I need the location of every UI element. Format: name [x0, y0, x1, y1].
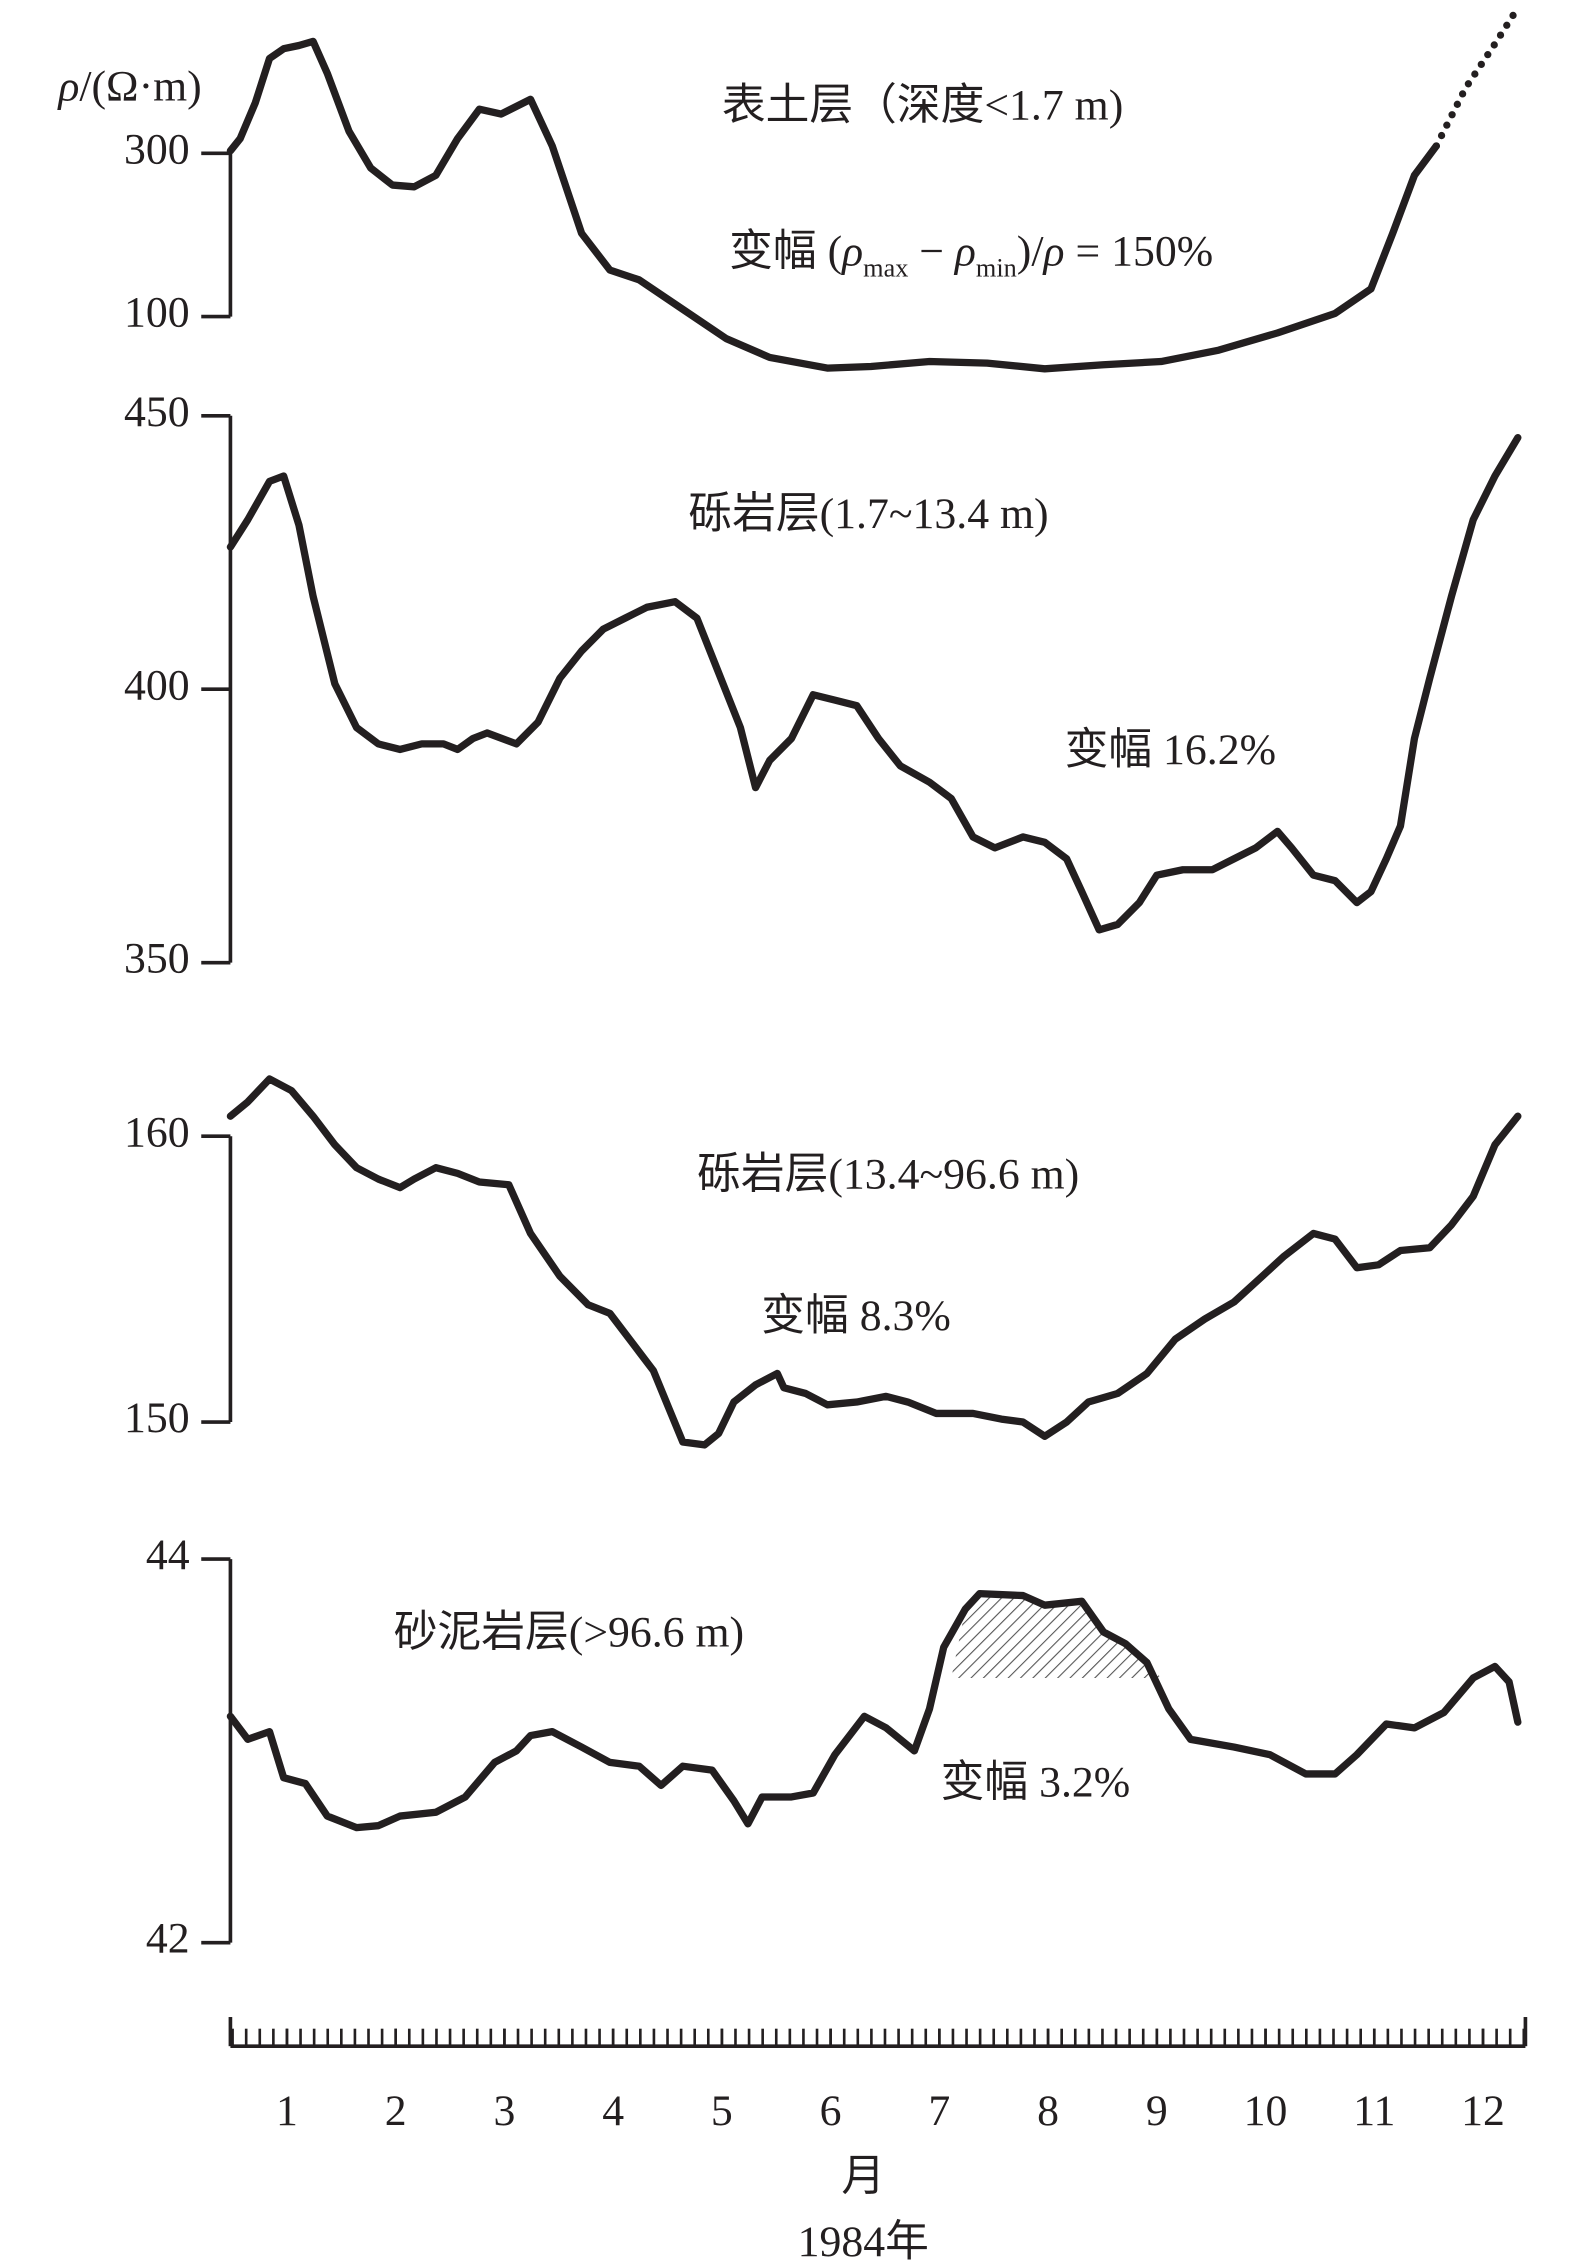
- line: [226, 434, 1522, 934]
- annotation: 砂泥岩层(>96.6 m): [394, 1608, 744, 1656]
- text-part: 表土层（深度<1.7 m): [722, 82, 1123, 130]
- x-tick-label: 9: [1146, 2087, 1168, 2135]
- x-tick-label: 10: [1244, 2087, 1288, 2135]
- annotation: 变幅 (ρmax − ρmin)/ρ = 150%: [729, 227, 1213, 281]
- text-part: max: [863, 253, 908, 282]
- text-part: ρ: [840, 227, 863, 275]
- y-tick-label: 400: [124, 661, 190, 709]
- shaded-region: [951, 1593, 1162, 1679]
- text-part: = 150%: [1065, 227, 1214, 275]
- x-tick-label: 11: [1353, 2087, 1395, 2135]
- annotation: 变幅 16.2%: [1065, 726, 1276, 774]
- annotation: 砾岩层(13.4~96.6 m): [697, 1151, 1079, 1199]
- x-tick-label: 3: [493, 2087, 515, 2135]
- text-part: 变幅 3.2%: [941, 1759, 1131, 1807]
- annotation: 变幅 8.3%: [761, 1292, 951, 1340]
- y-tick-label: 450: [124, 388, 190, 436]
- x-tick-label: 4: [602, 2087, 624, 2135]
- line: [1432, 4, 1522, 150]
- line: [226, 1075, 1522, 1449]
- x-tick-label: 2: [385, 2087, 407, 2135]
- x-axis-caption: 1984年: [798, 2218, 929, 2266]
- x-tick-label: 6: [820, 2087, 842, 2135]
- y-tick-label: 350: [124, 935, 190, 983]
- text-part: 变幅 16.2%: [1065, 726, 1276, 774]
- line: [226, 1590, 1522, 1832]
- annotation: 砾岩层(1.7~13.4 m): [688, 490, 1048, 538]
- x-tick-label: 12: [1461, 2087, 1505, 2135]
- x-tick-label: 7: [928, 2087, 950, 2135]
- y-tick-label: 300: [124, 125, 190, 173]
- annotation: 变幅 3.2%: [941, 1759, 1131, 1807]
- text-part: 砾岩层(1.7~13.4 m): [688, 490, 1048, 538]
- text-part: 砾岩层(13.4~96.6 m): [697, 1151, 1079, 1199]
- x-axis-label: 月: [841, 2152, 885, 2200]
- text-part: 变幅 8.3%: [761, 1292, 951, 1340]
- y-tick-label: 100: [124, 289, 190, 337]
- y-tick-label: 44: [146, 1531, 190, 1579]
- line: [226, 37, 1440, 373]
- text-part: ρ: [953, 227, 976, 275]
- x-tick-label: 5: [711, 2087, 733, 2135]
- text-part: )/: [1017, 227, 1045, 275]
- text-part: −: [908, 227, 955, 275]
- text-part: min: [976, 253, 1017, 282]
- x-tick-label: 1: [276, 2087, 298, 2135]
- y-tick-label: 42: [146, 1915, 190, 1963]
- y-axis-label: ρ/(Ω·m): [56, 63, 201, 111]
- annotation: 表土层（深度<1.7 m): [722, 82, 1123, 130]
- y-tick-label: 150: [124, 1394, 190, 1442]
- text-part: /(Ω·m): [79, 63, 201, 111]
- text-part: 砂泥岩层(>96.6 m): [394, 1608, 744, 1656]
- x-tick-label: 8: [1037, 2087, 1059, 2135]
- text-part: ρ: [1042, 227, 1065, 275]
- text-part: 变幅 (: [729, 227, 842, 275]
- text-part: ρ: [56, 63, 79, 111]
- y-tick-label: 160: [124, 1108, 190, 1156]
